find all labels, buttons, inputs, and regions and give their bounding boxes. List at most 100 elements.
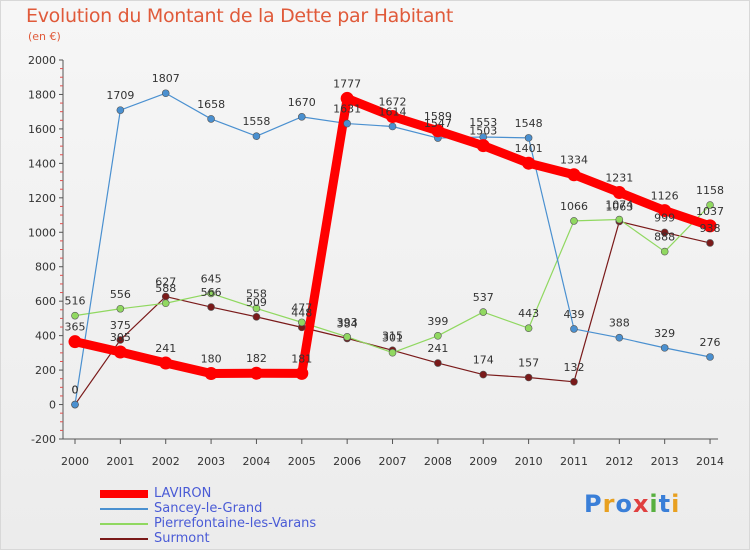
- data-label-sancey-le-grand: 1631: [333, 103, 361, 116]
- data-point-laviron: [386, 110, 400, 124]
- y-tick-label: 0: [49, 399, 56, 412]
- data-label-laviron: 1231: [605, 171, 633, 184]
- data-label-surmont: 132: [563, 361, 584, 374]
- data-label-sancey-le-grand: 1670: [288, 96, 316, 109]
- data-point-laviron: [295, 366, 309, 380]
- data-point-pierrefontaine-les-varans: [434, 332, 442, 340]
- data-point-sancey-le-grand: [524, 134, 533, 142]
- legend-swatch: [100, 538, 148, 540]
- data-label-laviron: 305: [110, 331, 131, 344]
- data-label-laviron: 1126: [651, 190, 679, 203]
- data-label-laviron: 1777: [333, 77, 361, 90]
- data-point-sancey-le-grand: [660, 344, 669, 352]
- chart-title: Evolution du Montant de la Dette par Hab…: [26, 5, 454, 27]
- data-label-pierrefontaine-les-varans: 393: [337, 316, 358, 329]
- data-label-pierrefontaine-les-varans: 1074: [605, 199, 633, 212]
- data-label-surmont: 174: [473, 354, 494, 367]
- data-label-sancey-le-grand: 1709: [106, 89, 134, 102]
- data-label-pierrefontaine-les-varans: 888: [654, 231, 675, 244]
- data-point-pierrefontaine-les-varans: [706, 201, 714, 209]
- y-tick-label: 400: [35, 330, 56, 343]
- data-point-laviron: [567, 168, 581, 182]
- data-label-sancey-le-grand: 388: [609, 317, 630, 330]
- data-point-laviron: [159, 356, 173, 370]
- data-point-sancey-le-grand: [343, 119, 351, 128]
- data-label-laviron: 1672: [379, 96, 407, 109]
- data-point-pierrefontaine-les-varans: [524, 324, 533, 333]
- data-point-pierrefontaine-les-varans: [343, 333, 351, 341]
- x-tick-label: 2009: [469, 455, 497, 468]
- data-label-laviron: 1589: [424, 110, 452, 123]
- data-point-laviron: [522, 156, 536, 170]
- data-label-pierrefontaine-les-varans: 1158: [696, 184, 724, 197]
- x-tick-label: 2006: [333, 455, 361, 468]
- y-tick-label: 1600: [28, 123, 56, 136]
- data-point-surmont: [434, 359, 442, 367]
- data-point-laviron: [204, 367, 218, 381]
- data-point-sancey-le-grand: [252, 132, 261, 140]
- data-label-sancey-le-grand: 1614: [379, 105, 407, 118]
- data-label-surmont: 509: [246, 296, 267, 309]
- data-point-pierrefontaine-les-varans: [388, 348, 397, 357]
- data-point-laviron: [68, 335, 82, 349]
- series-line-sancey-le-grand: [74, 92, 711, 406]
- data-point-pierrefontaine-les-varans: [252, 304, 261, 313]
- data-label-pierrefontaine-les-varans: 558: [246, 287, 267, 300]
- data-label-laviron: 1334: [560, 154, 588, 167]
- proxiti-logo: Proxiti: [584, 490, 680, 518]
- data-point-surmont: [252, 313, 261, 321]
- data-label-pierrefontaine-les-varans: 537: [473, 291, 494, 304]
- data-label-pierrefontaine-les-varans: 301: [382, 332, 403, 345]
- data-label-surmont: 384: [337, 317, 358, 330]
- logo-letter: i: [649, 490, 659, 518]
- data-label-laviron: 181: [291, 352, 312, 365]
- data-label-surmont: 448: [291, 306, 312, 319]
- logo-letter: o: [615, 490, 633, 518]
- data-label-surmont: 157: [518, 356, 539, 369]
- data-point-pierrefontaine-les-varans: [116, 304, 125, 313]
- data-point-sancey-le-grand: [570, 325, 578, 333]
- data-label-laviron: 1037: [696, 205, 724, 218]
- chart-subtitle: (en €): [28, 30, 61, 43]
- data-point-pierrefontaine-les-varans: [71, 311, 79, 320]
- data-label-sancey-le-grand: 439: [563, 308, 584, 321]
- logo-letter: x: [632, 490, 650, 518]
- data-label-laviron: 182: [246, 352, 267, 365]
- data-point-laviron: [476, 139, 490, 153]
- data-point-pierrefontaine-les-varans: [297, 318, 306, 327]
- x-tick-label: 2010: [515, 455, 543, 468]
- data-label-laviron: 365: [65, 321, 86, 334]
- y-tick-label: -200: [31, 433, 56, 446]
- data-label-sancey-le-grand: 1547: [424, 117, 452, 130]
- legend-swatch: [100, 508, 148, 510]
- data-point-sancey-le-grand: [297, 113, 306, 121]
- data-label-pierrefontaine-les-varans: 399: [427, 315, 448, 328]
- data-label-surmont: 1063: [605, 200, 633, 213]
- data-point-laviron: [658, 204, 672, 218]
- data-label-surmont: 241: [427, 342, 448, 355]
- legend-label: Sancey-le-Grand: [154, 501, 263, 516]
- logo-letter: t: [658, 490, 672, 518]
- x-tick-label: 2013: [651, 455, 679, 468]
- logo-letter: i: [671, 490, 681, 518]
- data-label-surmont: 999: [654, 211, 675, 224]
- data-point-surmont: [570, 378, 578, 386]
- data-point-pierrefontaine-les-varans: [615, 215, 624, 224]
- data-point-surmont: [524, 373, 533, 382]
- data-point-pierrefontaine-les-varans: [570, 217, 578, 225]
- data-point-sancey-le-grand: [615, 333, 624, 342]
- data-label-pierrefontaine-les-varans: 443: [518, 307, 539, 320]
- data-label-laviron: 1503: [469, 125, 497, 138]
- data-label-laviron: 241: [155, 342, 176, 355]
- data-point-pierrefontaine-les-varans: [479, 308, 488, 316]
- y-tick-label: 1000: [28, 226, 56, 239]
- data-point-pierrefontaine-les-varans: [207, 289, 215, 298]
- x-tick-label: 2001: [106, 455, 134, 468]
- data-point-surmont: [207, 303, 215, 311]
- data-point-sancey-le-grand: [116, 106, 125, 114]
- data-label-sancey-le-grand: 1658: [197, 98, 225, 111]
- x-tick-label: 2004: [242, 455, 270, 468]
- x-tick-label: 2005: [288, 455, 316, 468]
